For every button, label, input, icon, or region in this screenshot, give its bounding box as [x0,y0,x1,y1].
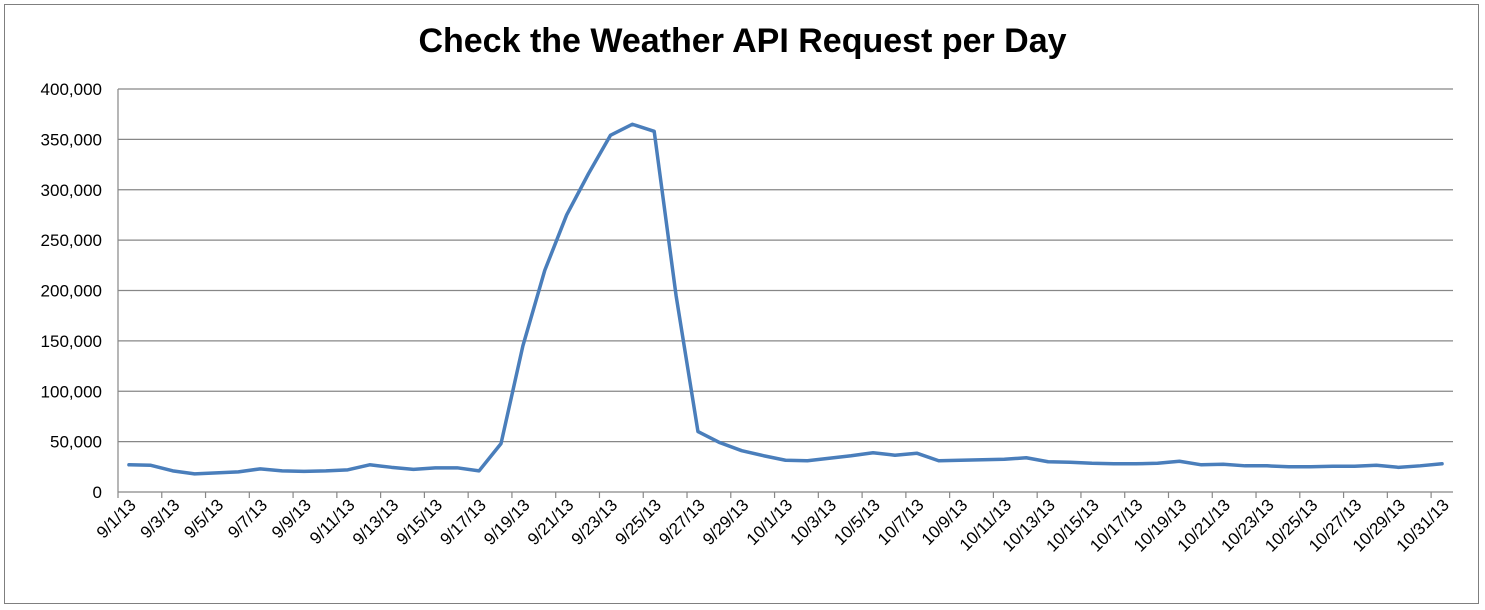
y-tick-label: 0 [93,483,102,502]
x-tick-label: 10/1/13 [743,495,797,549]
x-tick-label: 9/25/13 [611,495,665,549]
series-group [127,122,1444,476]
chart-frame [4,4,1479,604]
x-tick-label: 9/11/13 [306,495,359,548]
y-tick-label: 300,000 [41,181,102,200]
x-tick-label: 10/5/13 [830,495,884,549]
y-tick-label: 100,000 [41,382,102,401]
x-tick-label: 10/7/13 [874,495,928,549]
x-tick-label: 9/27/13 [655,495,709,549]
x-tick-label: 9/5/13 [180,495,227,542]
y-tick-label: 50,000 [50,433,102,452]
x-tick-label: 9/19/13 [480,495,534,549]
x-axis [117,89,1453,498]
y-tick-label: 200,000 [41,282,102,301]
x-axis-tick-labels: 9/1/139/3/139/5/139/7/139/9/139/11/139/1… [93,495,1453,555]
chart-title: Check the Weather API Request per Day [418,22,1067,60]
x-tick-label: 9/7/13 [224,495,271,542]
x-tick-label: 9/13/13 [349,495,403,549]
x-tick-label: 9/3/13 [137,495,184,542]
x-tick-label: 9/1/13 [93,495,140,542]
x-tick-label: 9/15/13 [393,495,447,549]
x-tick-label: 9/21/13 [524,495,578,549]
y-tick-label: 400,000 [41,80,102,99]
y-tick-label: 350,000 [41,130,102,149]
x-tick-label: 9/17/13 [436,495,490,549]
y-tick-label: 150,000 [41,332,102,351]
y-axis-tick-labels: 0 50,000 100,000 150,000 200,000 250,000 300,0… [41,80,102,502]
x-tick-label: 9/23/13 [568,495,622,549]
y-tick-label: 250,000 [41,231,102,250]
x-tick-label: 9/29/13 [699,495,753,549]
x-tick-label: 10/3/13 [787,495,841,549]
gridlines [118,88,1453,443]
series-line [127,122,1444,476]
